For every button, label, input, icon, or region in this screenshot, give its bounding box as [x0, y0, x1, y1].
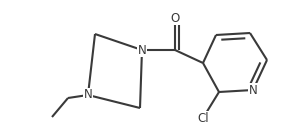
- Text: Cl: Cl: [197, 112, 209, 124]
- Text: N: N: [138, 44, 146, 56]
- Text: N: N: [83, 89, 92, 101]
- Text: O: O: [170, 12, 179, 24]
- Text: N: N: [248, 84, 257, 97]
